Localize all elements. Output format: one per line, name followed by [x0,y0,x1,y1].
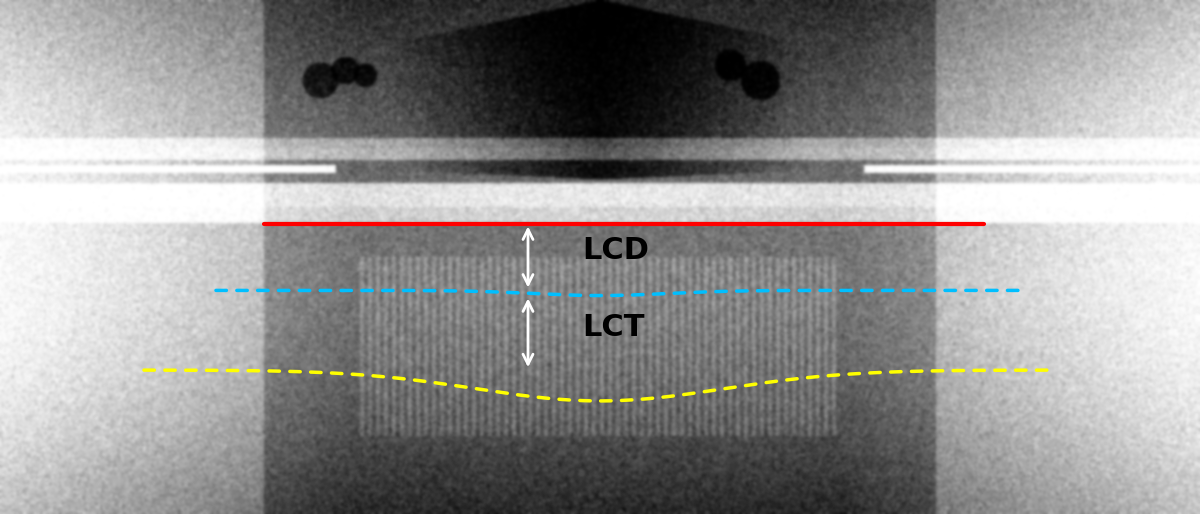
Text: LCT: LCT [582,314,644,342]
Text: LCD: LCD [582,236,649,265]
